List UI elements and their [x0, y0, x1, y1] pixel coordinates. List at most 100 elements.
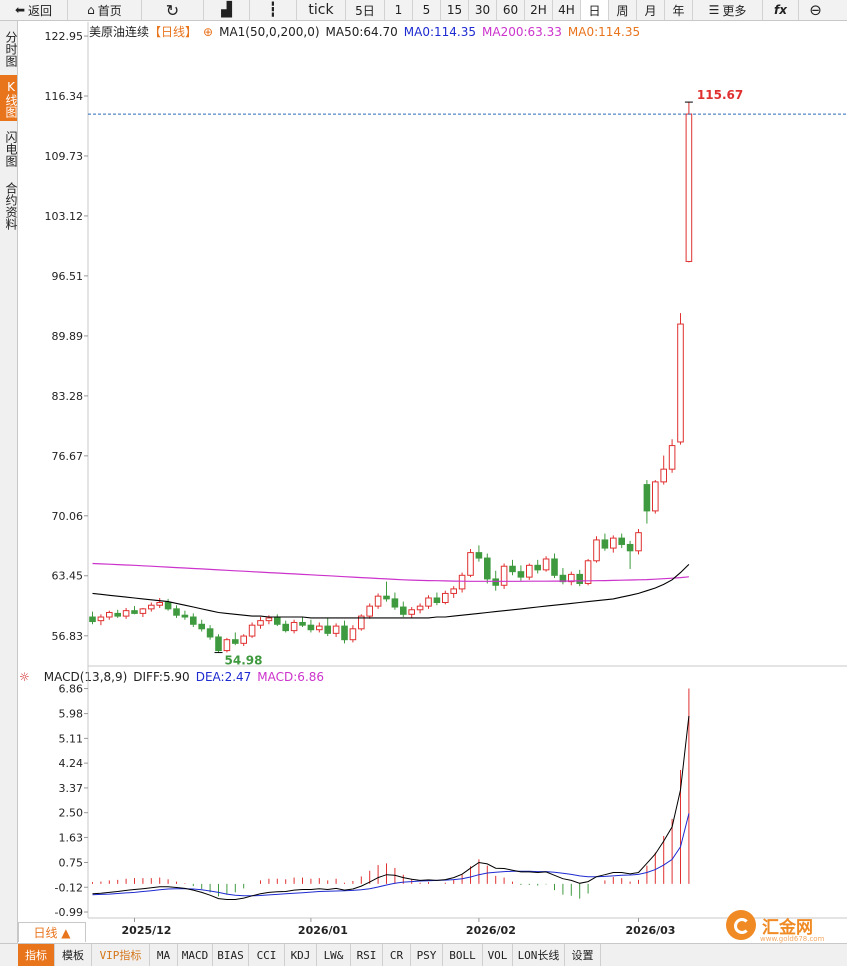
period-button-11[interactable]: 年 [665, 0, 693, 20]
candlestick-icon: ┇ [268, 2, 278, 18]
sidebar-item-flash[interactable]: 闪电图 [4, 131, 18, 167]
indicator-tab-6[interactable]: CCI [249, 944, 285, 966]
candle-body [442, 592, 449, 604]
candle-body [349, 628, 357, 641]
zoom-out-icon: ⊖ [809, 1, 822, 19]
zoom-out-button[interactable]: ⊖ [799, 0, 832, 20]
refresh-icon: ↻ [165, 0, 180, 20]
formula-button[interactable]: fx [763, 0, 799, 20]
refresh-button[interactable]: ↻ [142, 0, 204, 20]
home-icon: ⌂ [87, 3, 95, 17]
candle-body [618, 537, 626, 545]
candle-body [660, 468, 668, 483]
candle-body [433, 597, 441, 604]
period-button-9[interactable]: 周 [609, 0, 637, 20]
candle-body [324, 625, 331, 634]
x-tick-label: 2026/03 [626, 924, 676, 937]
candle-body [206, 628, 214, 638]
indicator-tab-3[interactable]: MA [150, 944, 178, 966]
indicator-tab-12[interactable]: BOLL [443, 944, 483, 966]
main-y-tick-label: 116.34 [45, 90, 84, 103]
left-sidebar: 分时图 K线图 闪电图 合约资料 [0, 21, 18, 943]
ma50-label: MA50:64.70 [325, 25, 398, 39]
candle-body [223, 639, 231, 652]
candlestick-button[interactable]: ┇ [250, 0, 297, 20]
kline-chart-button[interactable]: ▟ [204, 0, 250, 20]
period-button-8[interactable]: 日 [581, 0, 609, 20]
candle-body [526, 564, 533, 578]
sidebar-item-kline[interactable]: K线图 [0, 75, 18, 121]
indicator-tab-13[interactable]: VOL [483, 944, 513, 966]
candle-body [164, 602, 172, 610]
indicator-tab-8[interactable]: LW& [317, 944, 351, 966]
ma0-label: MA0:114.35 [403, 25, 477, 39]
bar-chart-icon: ▟ [221, 2, 232, 18]
indicator-tab-5[interactable]: BIAS [213, 944, 249, 966]
period-button-7[interactable]: 4H [553, 0, 581, 20]
settings-gear-icon[interactable]: ⊕ [203, 25, 214, 39]
period-button-10[interactable]: 月 [637, 0, 665, 20]
period-button-6[interactable]: 2H [525, 0, 553, 20]
back-label: 返回 [28, 3, 53, 18]
diff-label: DIFF:5.90 [133, 670, 190, 684]
ma200-line [92, 562, 689, 582]
indicator-tab-7[interactable]: KDJ [285, 944, 317, 966]
low-annotation: 54.98 [225, 654, 263, 668]
macd-y-tick-label: 5.11 [59, 732, 84, 745]
candle-body [248, 624, 256, 637]
candle-body [509, 565, 516, 573]
candle-body [173, 608, 180, 616]
sidebar-item-timeshare[interactable]: 分时图 [4, 31, 18, 67]
x-tick-label: 2026/01 [298, 924, 348, 937]
more-button[interactable]: ☰ 更多 [693, 0, 763, 20]
indicator-tab-4[interactable]: MACD [178, 944, 213, 966]
candle-body [677, 323, 684, 443]
indicator-tab-1[interactable]: 模板 [55, 944, 92, 966]
indicator-tab-10[interactable]: CR [383, 944, 411, 966]
ma200-label: MA200:63.33 [482, 25, 562, 39]
candle-body [282, 623, 289, 632]
candle-body [400, 606, 407, 615]
indicator-tab-15[interactable]: 设置 [565, 944, 601, 966]
indicator-tab-2[interactable]: VIP指标 [92, 944, 150, 966]
indicator-tab-9[interactable]: RSI [351, 944, 383, 966]
main-y-tick-label: 109.73 [45, 150, 84, 163]
macd-settings-icon[interactable]: ☼ [19, 670, 30, 684]
indicator-tab-11[interactable]: PSY [411, 944, 443, 966]
candle-body [332, 625, 340, 634]
sidebar-item-contract-info[interactable]: 合约资料 [4, 182, 18, 230]
candle-body [274, 617, 281, 625]
more-label: 更多 [722, 3, 747, 18]
period-button-0[interactable]: 5日 [346, 0, 385, 20]
home-button[interactable]: ⌂ 首页 [68, 0, 142, 20]
macd-y-tick-label: 3.37 [59, 782, 84, 795]
main-y-tick-label: 70.06 [52, 510, 84, 523]
home-label: 首页 [97, 3, 122, 18]
period-buttons: 5日 1 5 15 30 60 2H 4H 日周月年 [346, 0, 693, 20]
candle-body [341, 625, 348, 641]
macd-value-label: MACD:6.86 [257, 670, 325, 684]
main-info-line: 美原油连续【日线】 ⊕ MA1(50,0,200,0) MA50:64.70 MA0:1… [89, 23, 646, 40]
period-button-5[interactable]: 60 [497, 0, 525, 20]
tick-button[interactable]: tick [297, 0, 346, 20]
candle-body [450, 588, 457, 594]
period-button-1[interactable]: 1 [385, 0, 413, 20]
candle-body [593, 539, 600, 562]
candle-body [257, 620, 264, 626]
candle-body [181, 614, 189, 618]
period-button-2[interactable]: 5 [413, 0, 441, 20]
diff-line [92, 715, 690, 900]
candle-body [584, 560, 592, 584]
macd-title: MACD(13,8,9) [43, 670, 128, 684]
period-tab-daily[interactable]: 日线 ▲ [18, 922, 86, 942]
logo-icon [726, 910, 756, 940]
indicator-tab-14[interactable]: LON长线 [513, 944, 565, 966]
back-button[interactable]: ⬅ 返回 [0, 0, 68, 20]
indicator-tab-0[interactable]: 指标 [18, 944, 55, 966]
macd-y-tick-label: 2.50 [59, 807, 84, 820]
candle-body [517, 571, 525, 578]
period-button-3[interactable]: 15 [441, 0, 469, 20]
price-chart[interactable]: 122.95 116.34 109.73 103.12 96.51 89.89 83.28 7… [0, 0, 847, 945]
period-button-4[interactable]: 30 [469, 0, 497, 20]
back-arrow-icon: ⬅ [14, 3, 26, 17]
